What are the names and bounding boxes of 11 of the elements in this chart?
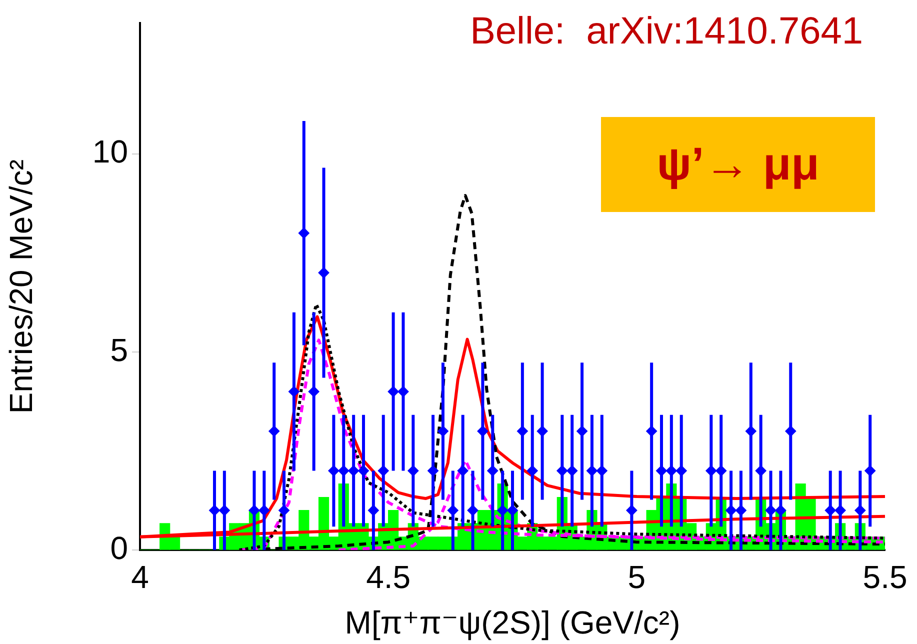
x-tick-label: 4.5 (366, 559, 411, 596)
x-axis-title: M[π⁺π⁻ψ(2S)] (GeV/c²) (344, 604, 680, 641)
y-tick-label: 5 (110, 332, 128, 368)
x-tick-label: 5 (628, 559, 646, 596)
annotation: ψ’→ μμ (656, 138, 820, 190)
y-tick-label: 0 (110, 530, 128, 566)
y-tick-label: 10 (92, 134, 128, 170)
x-tick-label: 5.5 (862, 559, 908, 596)
y-axis-title: Entries/20 MeV/c² (3, 159, 40, 414)
x-tick-label: 4 (131, 559, 149, 596)
annotation: Belle: arXiv:1410.7641 (470, 10, 863, 52)
